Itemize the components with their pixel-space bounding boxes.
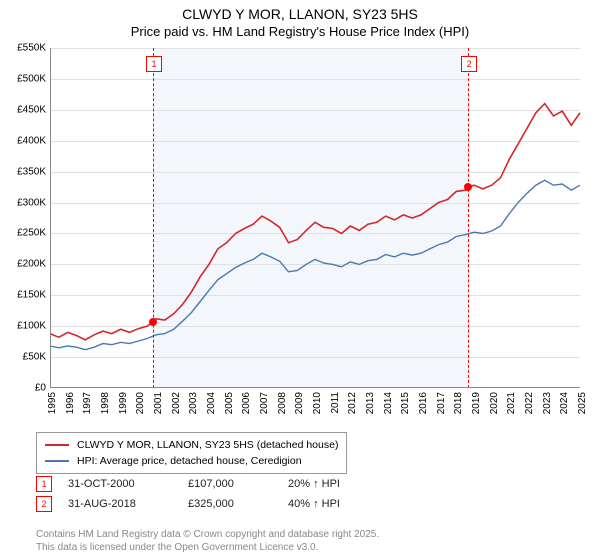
y-tick-label: £50K: [23, 352, 46, 363]
marker-dot: [464, 183, 472, 191]
legend-item: HPI: Average price, detached house, Cere…: [45, 453, 338, 469]
x-tick-label: 2004: [209, 370, 220, 392]
y-tick-label: £450K: [17, 104, 46, 115]
y-tick-label: £0: [35, 383, 46, 394]
legend-swatch: [45, 444, 69, 446]
x-tick-label: 2023: [545, 370, 556, 392]
x-tick-label: 2006: [244, 370, 255, 392]
chart-container: CLWYD Y MOR, LLANON, SY23 5HS Price paid…: [0, 0, 600, 560]
plot-area: 12: [50, 48, 580, 388]
x-tick-label: 2005: [227, 370, 238, 392]
sales-marker: 2: [36, 496, 52, 512]
footnote-line: This data is licensed under the Open Gov…: [36, 541, 379, 554]
sales-table: 1 31-OCT-2000£107,00020% ↑ HPI 2 31-AUG-201…: [36, 474, 408, 514]
x-tick-label: 1996: [68, 370, 79, 392]
y-tick-label: £500K: [17, 73, 46, 84]
sales-price: £107,000: [188, 478, 288, 490]
x-tick-label: 2018: [456, 370, 467, 392]
x-tick-label: 2002: [174, 370, 185, 392]
x-tick-label: 1999: [121, 370, 132, 392]
x-tick-label: 2008: [280, 370, 291, 392]
sales-row: 1 31-OCT-2000£107,00020% ↑ HPI: [36, 474, 408, 494]
x-tick-label: 2025: [580, 370, 591, 392]
x-tick-label: 2001: [156, 370, 167, 392]
legend-label: CLWYD Y MOR, LLANON, SY23 5HS (detached …: [77, 439, 338, 451]
marker-line: [153, 48, 154, 388]
x-tick-label: 1997: [85, 370, 96, 392]
x-tick-label: 2020: [492, 370, 503, 392]
sales-price: £325,000: [188, 498, 288, 510]
x-tick-label: 2000: [138, 370, 149, 392]
x-tick-label: 2014: [386, 370, 397, 392]
y-tick-label: £300K: [17, 197, 46, 208]
sales-date: 31-OCT-2000: [68, 478, 188, 490]
x-tick-label: 2003: [191, 370, 202, 392]
y-tick-label: £250K: [17, 228, 46, 239]
x-tick-label: 2009: [297, 370, 308, 392]
marker-label: 1: [146, 56, 162, 72]
y-tick-label: £550K: [17, 43, 46, 54]
legend-item: CLWYD Y MOR, LLANON, SY23 5HS (detached …: [45, 437, 338, 453]
legend: CLWYD Y MOR, LLANON, SY23 5HS (detached …: [36, 432, 347, 474]
marker-line: [468, 48, 469, 388]
marker-dot: [149, 318, 157, 326]
x-tick-label: 2013: [368, 370, 379, 392]
marker-label: 2: [461, 56, 477, 72]
sales-delta: 40% ↑ HPI: [288, 498, 408, 510]
line-series-svg: [50, 48, 580, 388]
y-tick-label: £100K: [17, 321, 46, 332]
x-tick-label: 1998: [103, 370, 114, 392]
chart-title: CLWYD Y MOR, LLANON, SY23 5HS: [0, 6, 600, 22]
y-tick-label: £200K: [17, 259, 46, 270]
footnote-line: Contains HM Land Registry data © Crown c…: [36, 528, 379, 541]
x-tick-label: 2015: [403, 370, 414, 392]
x-tick-label: 2021: [509, 370, 520, 392]
x-tick-label: 2007: [262, 370, 273, 392]
series-property: [50, 104, 580, 340]
y-tick-label: £400K: [17, 135, 46, 146]
x-axis: 1995199619971998199920002001200220032004…: [50, 388, 580, 428]
sales-row: 2 31-AUG-2018£325,00040% ↑ HPI: [36, 494, 408, 514]
footnote: Contains HM Land Registry data © Crown c…: [36, 528, 379, 554]
x-tick-label: 2010: [315, 370, 326, 392]
x-tick-label: 2011: [333, 370, 344, 392]
x-tick-label: 2016: [421, 370, 432, 392]
sales-marker: 1: [36, 476, 52, 492]
x-tick-label: 2019: [474, 370, 485, 392]
x-tick-label: 2017: [439, 370, 450, 392]
x-tick-label: 1995: [50, 370, 61, 392]
legend-label: HPI: Average price, detached house, Cere…: [77, 455, 302, 467]
x-tick-label: 2024: [562, 370, 573, 392]
x-tick-label: 2022: [527, 370, 538, 392]
y-axis-line: [50, 48, 51, 388]
series-hpi: [50, 180, 580, 349]
legend-swatch: [45, 460, 69, 462]
title-area: CLWYD Y MOR, LLANON, SY23 5HS Price paid…: [0, 0, 600, 39]
sales-delta: 20% ↑ HPI: [288, 478, 408, 490]
y-tick-label: £350K: [17, 166, 46, 177]
chart-subtitle: Price paid vs. HM Land Registry's House …: [0, 24, 600, 39]
y-tick-label: £150K: [17, 290, 46, 301]
sales-date: 31-AUG-2018: [68, 498, 188, 510]
y-axis: £0£50K£100K£150K£200K£250K£300K£350K£400…: [0, 48, 50, 388]
x-tick-label: 2012: [350, 370, 361, 392]
